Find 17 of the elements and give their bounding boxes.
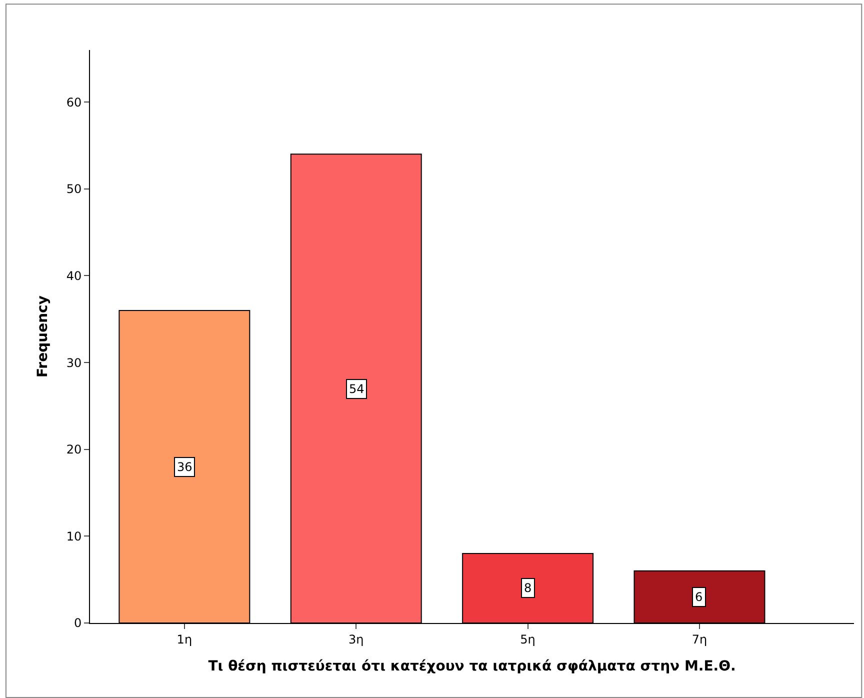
x-axis-title: Τι θέση πιστεύεται ότι κατέχουν τα ιατρικά σφάλματα στην Μ.Ε.Θ. — [208, 658, 736, 675]
data-label: 6 — [695, 590, 703, 604]
y-tick-label: 10 — [66, 529, 82, 544]
x-tick-label: 1η — [176, 632, 192, 646]
y-tick-label: 20 — [66, 442, 82, 457]
data-label: 54 — [349, 382, 364, 396]
data-label: 36 — [177, 460, 192, 474]
y-tick-label: 30 — [66, 356, 82, 370]
x-tick-label: 3η — [348, 632, 364, 646]
x-tick-label: 7η — [692, 632, 708, 646]
x-tick-label: 5η — [520, 632, 536, 646]
y-tick-label: 40 — [66, 268, 82, 283]
y-tick-label: 0 — [74, 616, 82, 630]
y-axis-title: Frequency — [34, 296, 51, 378]
y-tick-label: 50 — [66, 182, 82, 196]
data-label: 8 — [524, 581, 532, 595]
y-tick-label: 60 — [66, 95, 82, 110]
